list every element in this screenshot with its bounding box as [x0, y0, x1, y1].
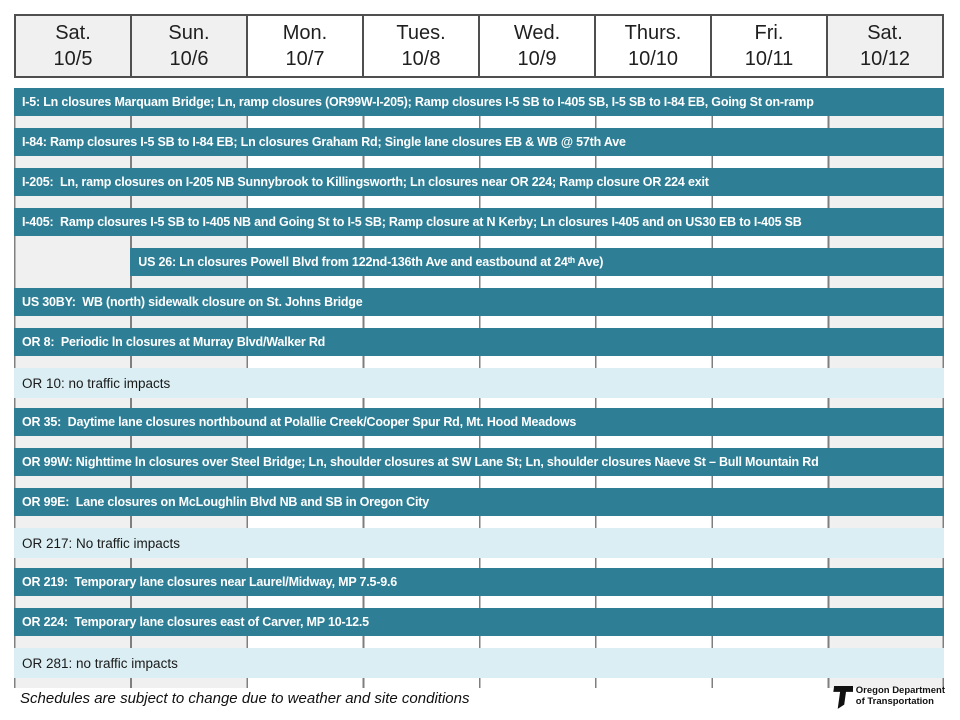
day-label: Wed.: [513, 22, 561, 44]
day-date: 10/5: [53, 48, 93, 70]
closure-text: OR 35: Daytime lane closures northbound …: [22, 415, 577, 429]
day-label: Sat.: [867, 22, 903, 44]
day-date: 10/10: [627, 48, 679, 70]
day-label: Mon.: [282, 22, 328, 44]
closure-bar: I-84: Ramp closures I-5 SB to I-84 EB; L…: [14, 128, 944, 156]
day-date: 10/9: [517, 48, 557, 70]
closure-bar: OR 224: Temporary lane closures east of …: [14, 608, 944, 636]
no-impact-text: OR 10: no traffic impacts: [22, 375, 171, 391]
schedule-row-or8: OR 8: Periodic ln closures at Murray Blv…: [14, 328, 944, 368]
closure-text: US 26: Ln closures Powell Blvd from 122n…: [138, 255, 604, 269]
schedule-row-i84: I-84: Ramp closures I-5 SB to I-84 EB; L…: [14, 128, 944, 168]
no-impact-bar: OR 281: no traffic impacts: [14, 648, 944, 678]
closure-text: OR 224: Temporary lane closures east of …: [22, 615, 369, 629]
day-date: 10/8: [401, 48, 441, 70]
closure-text: I-5: Ln closures Marquam Bridge; Ln, ram…: [22, 95, 814, 109]
schedule-row-i405: I-405: Ramp closures I-5 SB to I-405 NB …: [14, 208, 944, 248]
day-label: Tues.: [396, 22, 446, 44]
odot-logo: Oregon Department of Transportation: [831, 684, 945, 710]
closure-bar: OR 8: Periodic ln closures at Murray Blv…: [14, 328, 944, 356]
schedule-row-us26: US 26: Ln closures Powell Blvd from 122n…: [14, 248, 944, 288]
closure-bar: OR 219: Temporary lane closures near Lau…: [14, 568, 944, 596]
day-date: 10/6: [169, 48, 209, 70]
no-impact-text: OR 281: no traffic impacts: [22, 655, 178, 671]
day-date: 10/11: [744, 48, 794, 70]
day-label: Fri.: [754, 22, 784, 44]
closure-text: I-405: Ramp closures I-5 SB to I-405 NB …: [22, 215, 802, 229]
closure-bar: US 30BY: WB (north) sidewalk closure on …: [14, 288, 944, 316]
closure-bar: OR 99W: Nighttime ln closures over Steel…: [14, 448, 944, 476]
closure-text: US 30BY: WB (north) sidewalk closure on …: [22, 295, 363, 309]
closure-bar: OR 35: Daytime lane closures northbound …: [14, 408, 944, 436]
odot-logo-line1: Oregon Department: [855, 685, 945, 697]
day-label: Thurs.: [624, 22, 682, 44]
day-label: Sun.: [168, 22, 210, 44]
closure-text: OR 99E: Lane closures on McLoughlin Blvd…: [22, 495, 429, 509]
closure-text: OR 99W: Nighttime ln closures over Steel…: [22, 455, 819, 469]
day-header-sat-105: Sat. 10/5: [16, 16, 130, 76]
day-label: Sat.: [55, 22, 91, 44]
schedule-row-or219: OR 219: Temporary lane closures near Lau…: [14, 568, 944, 608]
schedule-row-or35: OR 35: Daytime lane closures northbound …: [14, 408, 944, 448]
closure-bar: US 26: Ln closures Powell Blvd from 122n…: [130, 248, 944, 276]
closure-bar: I-405: Ramp closures I-5 SB to I-405 NB …: [14, 208, 944, 236]
odot-logo-line2: of Transportation: [855, 696, 934, 707]
day-header-tues-108: Tues. 10/8: [362, 16, 478, 76]
schedule-row-or217: OR 217: No traffic impacts: [14, 528, 944, 568]
schedule-row-us30by: US 30BY: WB (north) sidewalk closure on …: [14, 288, 944, 328]
day-header-row: Sat. 10/5 Sun. 10/6 Mon. 10/7 Tues. 10/8…: [14, 14, 944, 78]
schedule-row-or10: OR 10: no traffic impacts: [14, 368, 944, 408]
schedule-disclaimer: Schedules are subject to change due to w…: [20, 690, 470, 707]
no-impact-bar: OR 10: no traffic impacts: [14, 368, 944, 398]
odot-logo-icon: [833, 686, 853, 709]
day-header-sun-106: Sun. 10/6: [130, 16, 246, 76]
day-header-mon-107: Mon. 10/7: [246, 16, 362, 76]
no-impact-text: OR 217: No traffic impacts: [22, 535, 181, 551]
day-date: 10/12: [859, 48, 911, 70]
schedule-row-or99w: OR 99W: Nighttime ln closures over Steel…: [14, 448, 944, 488]
closure-text: I-84: Ramp closures I-5 SB to I-84 EB; L…: [22, 135, 626, 149]
day-header-wed-109: Wed. 10/9: [478, 16, 594, 76]
schedule-row-i5: I-5: Ln closures Marquam Bridge; Ln, ram…: [14, 88, 944, 128]
day-date: 10/7: [285, 48, 325, 70]
closure-text: OR 8: Periodic ln closures at Murray Blv…: [22, 335, 326, 349]
schedule-row-or281: OR 281: no traffic impacts: [14, 648, 944, 688]
closure-bar: OR 99E: Lane closures on McLoughlin Blvd…: [14, 488, 944, 516]
closure-text: I-205: Ln, ramp closures on I-205 NB Sun…: [22, 175, 709, 189]
day-header-fri-1011: Fri. 10/11: [710, 16, 826, 76]
day-header-thurs-1010: Thurs. 10/10: [594, 16, 710, 76]
schedule-row-i205: I-205: Ln, ramp closures on I-205 NB Sun…: [14, 168, 944, 208]
schedule-row-or224: OR 224: Temporary lane closures east of …: [14, 608, 944, 648]
no-impact-bar: OR 217: No traffic impacts: [14, 528, 944, 558]
odot-logo-text: Oregon Department of Transportation: [856, 686, 945, 707]
schedule-row-or99e: OR 99E: Lane closures on McLoughlin Blvd…: [14, 488, 944, 528]
closure-bar: I-205: Ln, ramp closures on I-205 NB Sun…: [14, 168, 944, 196]
schedule-grid: I-5: Ln closures Marquam Bridge; Ln, ram…: [14, 88, 944, 688]
day-header-sat-1012: Sat. 10/12: [826, 16, 942, 76]
closure-text: OR 219: Temporary lane closures near Lau…: [22, 575, 398, 589]
closure-bar: I-5: Ln closures Marquam Bridge; Ln, ram…: [14, 88, 944, 116]
